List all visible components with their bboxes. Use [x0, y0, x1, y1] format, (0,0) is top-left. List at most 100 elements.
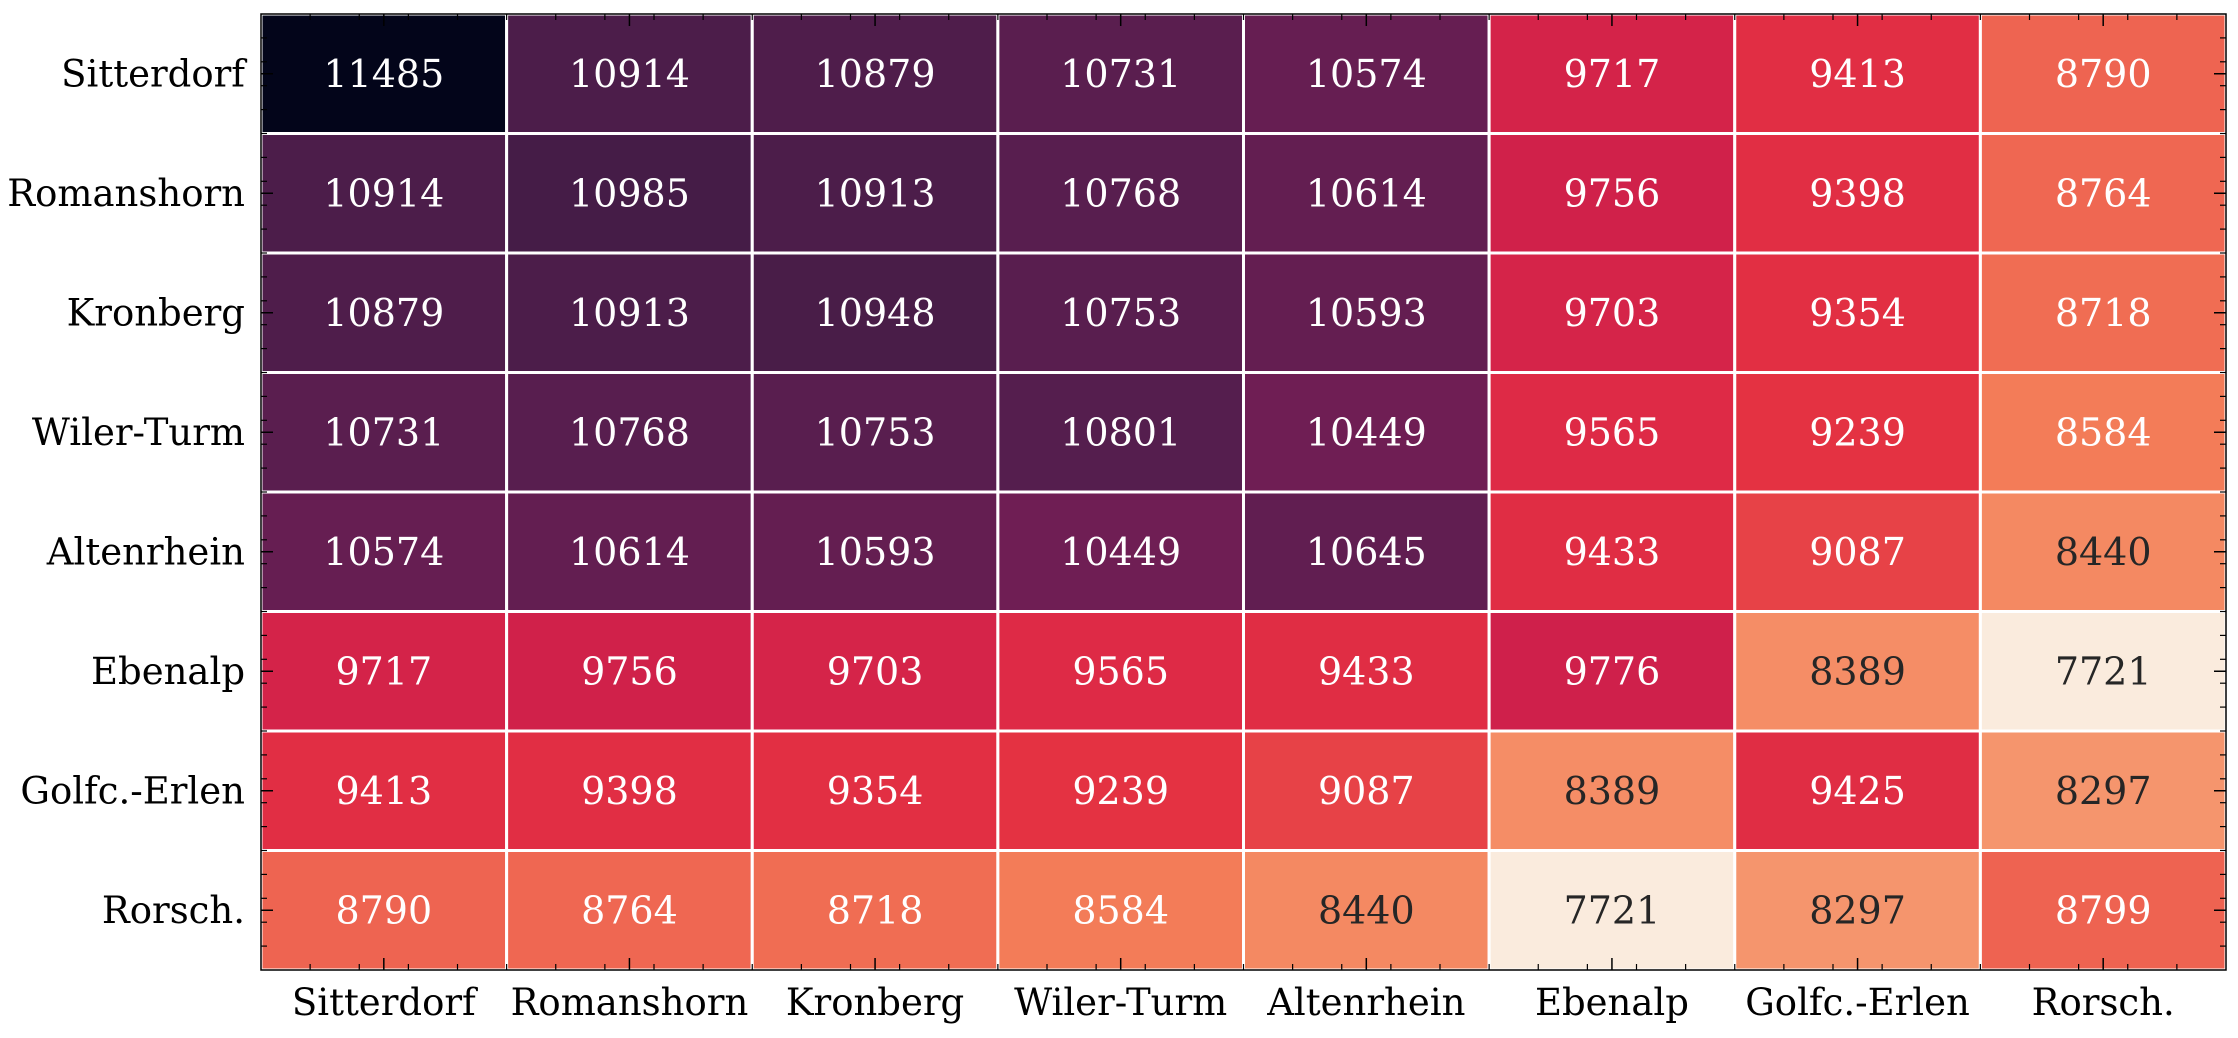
- heatmap-cell: [1978, 132, 2228, 255]
- heatmap-cell: [1978, 12, 2228, 135]
- cell-value-label: 7721: [1564, 888, 1661, 932]
- heatmap-cell: [1242, 251, 1491, 374]
- heatmap-cell: [1978, 490, 2228, 613]
- heatmap-cell: [1733, 729, 1982, 852]
- cell-value-label: 9703: [1564, 291, 1661, 335]
- heatmap-cell: [1487, 12, 1737, 135]
- heatmap-cells: [259, 12, 2228, 972]
- cell-value-label: 10731: [1060, 52, 1181, 96]
- heatmap-cell: [996, 251, 1245, 374]
- cell-value-label: 8297: [1809, 888, 1906, 932]
- y-tick-label: Rorsch.: [102, 889, 245, 932]
- cell-value-label: 9413: [1809, 52, 1906, 96]
- cell-value-label: 10948: [815, 291, 936, 335]
- heatmap-cell: [750, 849, 1000, 972]
- cell-value-label: 8389: [1564, 769, 1661, 813]
- heatmap-cell: [750, 371, 1000, 494]
- heatmap-cell: [1978, 849, 2228, 972]
- heatmap-cell-labels: 11485 10914 10879 10731 10574 9717 9413 8790 109…: [323, 52, 2151, 933]
- cell-value-label: 10449: [1060, 530, 1181, 574]
- cell-value-label: 10614: [569, 530, 690, 574]
- cell-value-label: 8440: [1318, 888, 1415, 932]
- heatmap-cell: [259, 729, 509, 852]
- cell-value-label: 10768: [1060, 171, 1181, 215]
- y-tick-label: Golfc.-Erlen: [20, 769, 245, 812]
- cell-value-label: 10879: [815, 52, 936, 96]
- heatmap-cell: [1487, 610, 1737, 733]
- cell-value-label: 8790: [2055, 52, 2152, 96]
- cell-value-label: 8799: [2055, 888, 2152, 932]
- cell-value-label: 10913: [815, 171, 936, 215]
- cell-value-label: 9425: [1809, 769, 1906, 813]
- cell-value-label: 10879: [323, 291, 444, 335]
- cell-value-label: 8584: [1072, 888, 1169, 932]
- cell-value-label: 10753: [815, 410, 936, 454]
- cell-value-label: 10914: [569, 52, 690, 96]
- heatmap-cell: [1242, 371, 1491, 494]
- heatmap-cell: [1978, 610, 2228, 733]
- cell-value-label: 9354: [1809, 291, 1906, 335]
- heatmap-cell: [1487, 251, 1737, 374]
- y-tick-label: Wiler-Turm: [32, 411, 245, 454]
- y-axis-tick-labels: Sitterdorf Romanshorn Kronberg Wiler-Turm Al…: [7, 52, 247, 932]
- cell-value-label: 10614: [1306, 171, 1427, 215]
- cell-value-label: 8584: [2055, 410, 2152, 454]
- cell-value-label: 8790: [335, 888, 432, 932]
- cell-value-label: 9776: [1564, 649, 1661, 693]
- cell-value-label: 10593: [815, 530, 936, 574]
- cell-value-label: 10914: [323, 171, 444, 215]
- cell-value-label: 10753: [1060, 291, 1181, 335]
- cell-value-label: 10985: [569, 171, 690, 215]
- cell-value-label: 8764: [2055, 171, 2152, 215]
- cell-value-label: 10574: [323, 530, 444, 574]
- cell-value-label: 9398: [581, 769, 678, 813]
- heatmap-cell: [1487, 132, 1737, 255]
- heatmap-cell: [505, 251, 754, 374]
- x-axis-tick-labels: Sitterdorf Romanshorn Kronberg Wiler-Turm Al…: [292, 981, 2175, 1024]
- axis-ticks: [261, 14, 2226, 970]
- y-tick-label: Ebenalp: [91, 650, 245, 693]
- cell-value-label: 10801: [1060, 410, 1181, 454]
- heatmap-cell: [1242, 610, 1491, 733]
- heatmap-cell: [996, 490, 1245, 613]
- cell-value-label: 10593: [1306, 291, 1427, 335]
- cell-value-label: 8389: [1809, 649, 1906, 693]
- heatmap-cell: [259, 12, 509, 135]
- x-tick-label: Kronberg: [786, 981, 964, 1024]
- x-tick-label: Ebenalp: [1535, 981, 1689, 1024]
- heatmap-cell: [505, 12, 754, 135]
- heatmap-cell: [750, 251, 1000, 374]
- cell-value-label: 9565: [1072, 649, 1169, 693]
- cell-value-label: 10574: [1306, 52, 1427, 96]
- cell-value-label: 9756: [581, 649, 678, 693]
- cell-value-label: 11485: [323, 52, 444, 96]
- cell-value-label: 10449: [1306, 410, 1427, 454]
- cell-value-label: 8718: [2055, 291, 2152, 335]
- heatmap-cell: [996, 371, 1245, 494]
- cell-value-label: 9703: [827, 649, 924, 693]
- cell-value-label: 8764: [581, 888, 678, 932]
- y-tick-label: Kronberg: [67, 291, 245, 334]
- cell-value-label: 9565: [1564, 410, 1661, 454]
- heatmap-cell: [1978, 729, 2228, 852]
- y-tick-label: Altenrhein: [46, 530, 245, 573]
- heatmap-cell: [505, 729, 754, 852]
- heatmap-cell: [505, 132, 754, 255]
- cell-value-label: 9413: [335, 769, 432, 813]
- cell-value-label: 9239: [1809, 410, 1906, 454]
- heatmap-cell: [1242, 490, 1491, 613]
- heatmap-cell: [1242, 849, 1491, 972]
- y-tick-label: Sitterdorf: [61, 52, 247, 95]
- heatmap-cell: [1733, 610, 1982, 733]
- heatmap-cell: [505, 610, 754, 733]
- x-tick-label: Romanshorn: [511, 981, 749, 1024]
- heatmap-cell: [1487, 729, 1737, 852]
- heatmap-cell: [1733, 371, 1982, 494]
- cell-value-label: 10731: [323, 410, 444, 454]
- x-tick-label: Sitterdorf: [292, 981, 478, 1024]
- cell-value-label: 8297: [2055, 769, 2152, 813]
- cell-value-label: 9239: [1072, 769, 1169, 813]
- heatmap-cell: [996, 132, 1245, 255]
- x-tick-label: Wiler-Turm: [1014, 981, 1227, 1024]
